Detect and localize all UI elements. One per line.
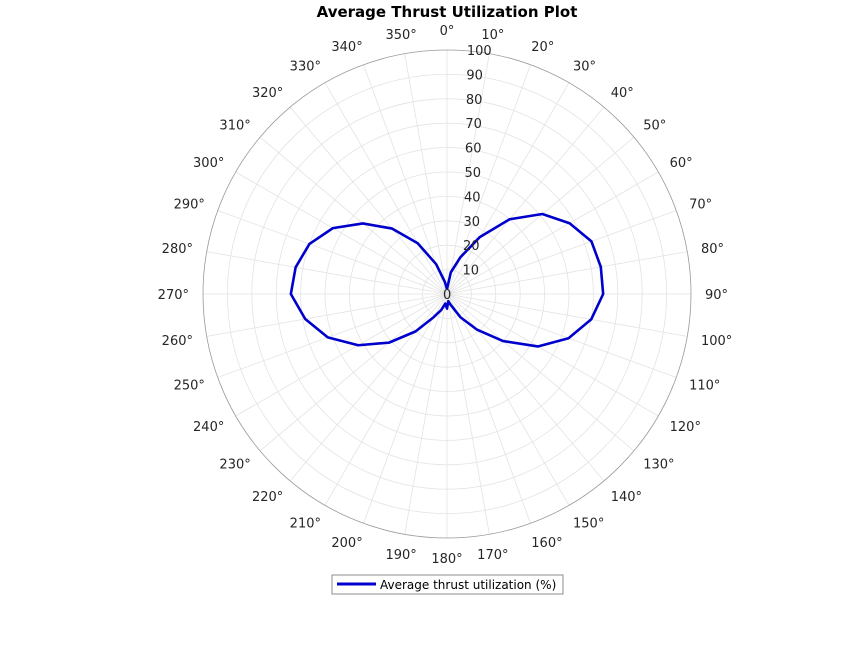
- angular-tick-label-27: 270°: [158, 288, 189, 303]
- radial-tick-label-3: 30: [463, 215, 480, 230]
- radial-gridline-7: [275, 122, 619, 466]
- legend: Average thrust utilization (%): [331, 574, 564, 595]
- legend-label: Average thrust utilization (%): [380, 578, 556, 592]
- angular-tick-label-26: 260°: [162, 334, 193, 349]
- angular-tick-label-14: 140°: [611, 490, 642, 505]
- radial-gridline-2: [397, 244, 497, 344]
- legend-box: [331, 574, 564, 595]
- radial-grid: [226, 73, 668, 515]
- angular-tick-label-13: 130°: [643, 458, 674, 473]
- angular-tick-label-0: 0°: [440, 24, 455, 39]
- angular-tick-label-5: 50°: [643, 118, 666, 133]
- radial-tick-label-1: 10: [462, 264, 479, 279]
- radial-gridline-1: [422, 269, 472, 319]
- angular-tick-label-34: 340°: [331, 40, 362, 55]
- angular-tick-label-18: 180°: [431, 552, 462, 567]
- radial-tick-label-8: 80: [466, 93, 483, 108]
- radial-tick-label-6: 60: [465, 142, 482, 157]
- angular-tick-label-24: 240°: [193, 420, 224, 435]
- angular-tick-label-12: 120°: [670, 420, 701, 435]
- radial-tick-label-10: 100: [467, 44, 492, 59]
- angular-tick-label-30: 300°: [193, 156, 224, 171]
- angular-tick-label-2: 20°: [531, 40, 554, 55]
- angular-tick-labels: 0° 10° 20° 30° 40° 50° 60° 70° 80° 90° 100° 110° 120…: [158, 24, 733, 567]
- radial-tick-label-0: 0: [443, 288, 451, 303]
- angular-tick-label-9: 90°: [705, 288, 728, 303]
- angular-tick-label-35: 350°: [385, 28, 416, 43]
- angular-tick-label-8: 80°: [701, 242, 724, 257]
- angular-tick-label-1: 10°: [481, 28, 504, 43]
- radial-tick-label-7: 70: [465, 117, 482, 132]
- radial-gridline-6: [300, 147, 594, 441]
- radial-tick-label-5: 50: [464, 166, 481, 181]
- angular-tick-label-10: 100°: [701, 334, 732, 349]
- angular-tick-label-15: 150°: [573, 517, 604, 532]
- angular-tick-label-7: 70°: [689, 198, 712, 213]
- angular-tick-label-23: 230°: [219, 458, 250, 473]
- radial-tick-label-4: 40: [464, 190, 481, 205]
- polar-outer-boundary: [202, 49, 692, 539]
- radial-gridline-9: [226, 73, 668, 515]
- angular-tick-label-3: 30°: [573, 59, 596, 74]
- radial-tick-label-9: 90: [466, 68, 483, 83]
- chart-title: Average Thrust Utilization Plot: [317, 3, 578, 21]
- angular-tick-label-21: 210°: [290, 517, 321, 532]
- angular-tick-label-4: 40°: [611, 86, 634, 101]
- series-line-0: [289, 212, 605, 348]
- radial-tick-label-2: 20: [463, 239, 480, 254]
- angular-tick-label-31: 310°: [219, 118, 250, 133]
- data-series-layer: [289, 212, 605, 348]
- radial-gridline-5: [324, 171, 570, 417]
- radial-gridline-8: [251, 98, 643, 490]
- radial-tick-labels: 0 10 20 30 40 50 60 70 80 90 100: [443, 44, 492, 303]
- angular-tick-label-25: 250°: [174, 378, 205, 393]
- angular-tick-label-29: 290°: [174, 198, 205, 213]
- angular-tick-label-28: 280°: [162, 242, 193, 257]
- radial-gridline-3: [373, 220, 521, 368]
- angular-tick-label-32: 320°: [252, 86, 283, 101]
- angular-tick-label-16: 160°: [531, 536, 562, 551]
- angular-tick-label-6: 60°: [670, 156, 693, 171]
- angular-tick-label-33: 330°: [290, 59, 321, 74]
- angular-tick-label-11: 110°: [689, 378, 720, 393]
- angular-tick-label-19: 190°: [385, 548, 416, 563]
- radial-gridline-4: [348, 195, 545, 392]
- angular-tick-label-20: 200°: [331, 536, 362, 551]
- angular-tick-label-17: 170°: [477, 548, 508, 563]
- angular-tick-label-22: 220°: [252, 490, 283, 505]
